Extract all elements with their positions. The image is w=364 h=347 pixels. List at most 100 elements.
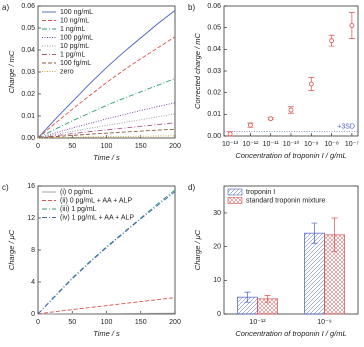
y-tick-label: 0.02 — [21, 91, 35, 98]
y-tick-label: 10 — [213, 277, 221, 284]
y-tick-label: 0.06 — [207, 3, 221, 10]
data-line — [37, 189, 176, 315]
error-bar — [311, 222, 318, 244]
y-axis-label: Charge / mC — [7, 50, 16, 93]
data-point — [268, 116, 274, 122]
y-tick-label: 30 — [213, 210, 221, 217]
data-line — [37, 297, 176, 315]
y-tick-label: 0.02 — [207, 90, 221, 97]
legend-label: (ii) 0 pg/mL + AA + ALP — [60, 197, 132, 204]
x-tick-label: 200 — [169, 319, 181, 326]
x-tick-label: 10⁻¹² — [249, 319, 266, 326]
data-point — [227, 131, 233, 137]
bar — [304, 232, 325, 315]
y-tick-label: 20 — [213, 243, 221, 250]
y-tick-label: 0.00 — [21, 135, 35, 142]
y-tick-label: 0.04 — [21, 47, 35, 54]
legend-label: 10 ng/mL — [60, 17, 89, 24]
x-tick-label: 50 — [68, 319, 76, 326]
error-bar — [244, 291, 251, 303]
y-tick-label: 0.00 — [207, 133, 221, 140]
x-tick-label: 10⁻⁹ — [304, 141, 318, 148]
y-tick-label: 0.04 — [207, 46, 221, 53]
x-tick-label: 10⁻¹⁰ — [283, 140, 300, 148]
legend-label: (i) 0 pg/mL — [60, 189, 94, 196]
data-point — [308, 81, 314, 87]
plot-frame — [223, 185, 359, 315]
data-line — [37, 102, 176, 139]
data-line — [37, 122, 176, 139]
y-tick-label: 0.03 — [207, 68, 221, 75]
x-tick-label: 10⁻⁹ — [317, 319, 331, 326]
error-bar — [331, 217, 338, 253]
data-line — [37, 10, 176, 139]
x-tick-label: 100 — [101, 319, 113, 326]
panel-label: b) — [188, 3, 195, 12]
data-line — [37, 128, 176, 139]
legend-label: 10 pg/mL — [60, 43, 89, 50]
x-tick-label: 0 — [36, 319, 40, 326]
error-bar — [264, 295, 271, 303]
x-axis-label: Time / s — [93, 329, 120, 338]
legend-label: troponin I — [246, 189, 275, 196]
x-tick-label: 10⁻¹³ — [222, 141, 239, 148]
legend-label: 100 ng/mL — [60, 9, 93, 16]
data-point — [288, 107, 294, 113]
x-tick-label: 10⁻¹² — [242, 141, 259, 148]
data-point — [248, 122, 253, 128]
y-tick-label: 0.05 — [207, 25, 221, 32]
x-tick-label: 150 — [135, 143, 147, 150]
y-axis-label: Charge / μC — [7, 229, 16, 270]
plot-frame — [37, 5, 176, 139]
x-tick-label: 50 — [68, 143, 76, 150]
y-tick-label: 0.01 — [21, 113, 35, 120]
data-line — [37, 113, 176, 139]
legend-label: standard troponin mixture — [246, 197, 325, 204]
panel-label: a) — [2, 3, 9, 12]
y-tick-label: 16 — [27, 183, 35, 190]
data-line — [37, 36, 176, 139]
legend-label: zero — [60, 68, 74, 75]
y-tick-label: 0.05 — [21, 25, 35, 32]
y-tick-label: 8 — [31, 247, 35, 254]
y-axis-label: Corrected charge / mC — [193, 32, 202, 108]
x-tick-label: 150 — [135, 319, 147, 326]
panel-label: d) — [188, 183, 195, 192]
y-tick-label: 12 — [27, 215, 35, 222]
threshold-label: +3SD — [337, 124, 355, 131]
x-tick-label: 100 — [101, 143, 113, 150]
legend-label: 100 fg/mL — [60, 60, 91, 67]
data-line — [37, 191, 176, 315]
legend-label: (iv) 1 pg/mL + AA + ALP — [60, 214, 134, 221]
panel-label: c) — [2, 183, 9, 192]
x-axis-label: Concentration of troponin I / g/mL — [235, 151, 346, 160]
plot-frame — [37, 185, 176, 315]
x-tick-label: 0 — [36, 143, 40, 150]
plot-frame — [223, 5, 359, 137]
y-tick-label: 0.06 — [21, 3, 35, 10]
data-line — [37, 78, 176, 139]
y-axis-label: Charge / μC — [193, 229, 202, 270]
data-point — [349, 23, 355, 28]
y-tick-label: 0 — [31, 311, 35, 318]
legend-label: 100 pg/mL — [60, 34, 93, 41]
x-tick-label: 10⁻⁷ — [345, 141, 359, 148]
x-tick-label: 200 — [169, 143, 181, 150]
x-axis-label: Concentration of troponin I / g/mL — [235, 329, 346, 338]
x-tick-label: 10⁻¹¹ — [263, 141, 280, 148]
y-tick-label: 4 — [31, 279, 35, 286]
data-line — [37, 312, 176, 315]
data-point — [329, 38, 334, 44]
legend-swatch — [227, 188, 243, 196]
legend-label: (iii) 1 pg/mL — [60, 206, 97, 213]
y-tick-label: 0.01 — [207, 111, 221, 118]
y-tick-label: 0 — [217, 311, 221, 318]
legend-label: 1 ng/mL — [60, 26, 85, 33]
x-tick-label: 10⁻⁸ — [324, 141, 338, 148]
y-tick-label: 0.03 — [21, 69, 35, 76]
legend-label: 1 pg/mL — [60, 51, 85, 58]
x-axis-label: Time / s — [93, 153, 120, 162]
data-line — [37, 135, 176, 139]
legend-swatch — [227, 197, 243, 204]
